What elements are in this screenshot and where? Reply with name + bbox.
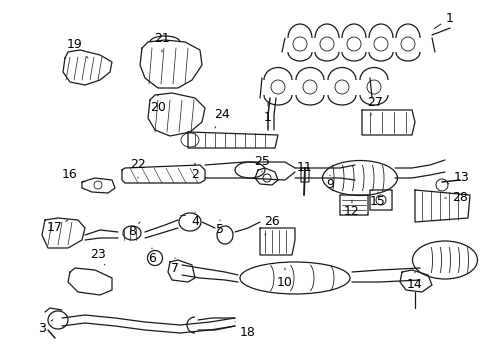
Text: 9: 9: [325, 175, 333, 192]
Text: 3: 3: [38, 320, 53, 334]
Text: 12: 12: [344, 200, 359, 219]
Text: 13: 13: [447, 171, 469, 184]
Text: 4: 4: [191, 212, 199, 229]
Text: 14: 14: [407, 272, 422, 292]
Text: 1: 1: [264, 103, 271, 125]
Text: 8: 8: [128, 222, 140, 238]
Text: 5: 5: [216, 220, 224, 237]
Text: 24: 24: [214, 108, 229, 128]
Text: 27: 27: [366, 95, 382, 115]
Text: 22: 22: [130, 158, 145, 178]
Text: 16: 16: [62, 168, 85, 182]
Text: 10: 10: [277, 268, 292, 288]
Text: 20: 20: [150, 95, 165, 114]
Text: 18: 18: [235, 322, 255, 338]
Text: 2: 2: [191, 163, 199, 181]
Text: 7: 7: [171, 258, 179, 274]
Text: 6: 6: [148, 248, 156, 265]
Text: 25: 25: [254, 156, 269, 172]
Text: 26: 26: [264, 216, 279, 235]
Text: 1: 1: [433, 12, 453, 28]
Text: 17: 17: [47, 220, 68, 234]
Text: 19: 19: [67, 39, 88, 58]
Text: 21: 21: [154, 31, 169, 52]
Text: 11: 11: [297, 162, 312, 180]
Text: 23: 23: [90, 248, 106, 265]
Text: 15: 15: [369, 192, 385, 208]
Text: 28: 28: [444, 192, 467, 204]
